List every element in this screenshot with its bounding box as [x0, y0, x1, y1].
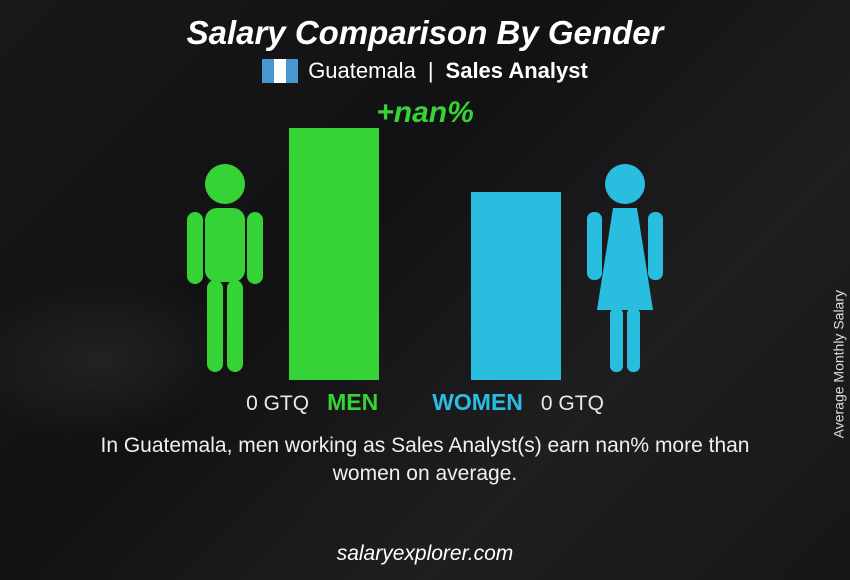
women-group — [471, 160, 675, 380]
subtitle-row: Guatemala | Sales Analyst — [262, 58, 588, 84]
summary-text: In Guatemala, men working as Sales Analy… — [65, 432, 785, 489]
flag-stripe-left — [262, 59, 274, 83]
job-label: Sales Analyst — [446, 58, 588, 84]
flag-stripe-right — [286, 59, 298, 83]
infographic-content: Salary Comparison By Gender Guatemala | … — [0, 0, 850, 580]
chart-area: +nan% — [115, 96, 735, 416]
women-category: WOMEN — [432, 389, 523, 416]
flag-icon — [262, 59, 298, 83]
men-value: 0 GTQ — [246, 392, 309, 416]
country-label: Guatemala — [308, 58, 416, 84]
source-footer: salaryexplorer.com — [337, 542, 514, 566]
women-bar — [471, 192, 561, 380]
men-group — [175, 128, 379, 380]
men-category: MEN — [327, 389, 378, 416]
main-title: Salary Comparison By Gender — [187, 14, 664, 52]
men-bar — [289, 128, 379, 380]
difference-label: +nan% — [376, 96, 474, 130]
separator: | — [428, 58, 434, 84]
women-value: 0 GTQ — [541, 392, 604, 416]
female-figure-icon — [575, 160, 675, 380]
y-axis-label: Average Monthly Salary — [830, 290, 846, 438]
male-figure-icon — [175, 160, 275, 380]
flag-stripe-center — [274, 59, 286, 83]
labels-row: 0 GTQ MEN WOMEN 0 GTQ — [115, 389, 735, 416]
